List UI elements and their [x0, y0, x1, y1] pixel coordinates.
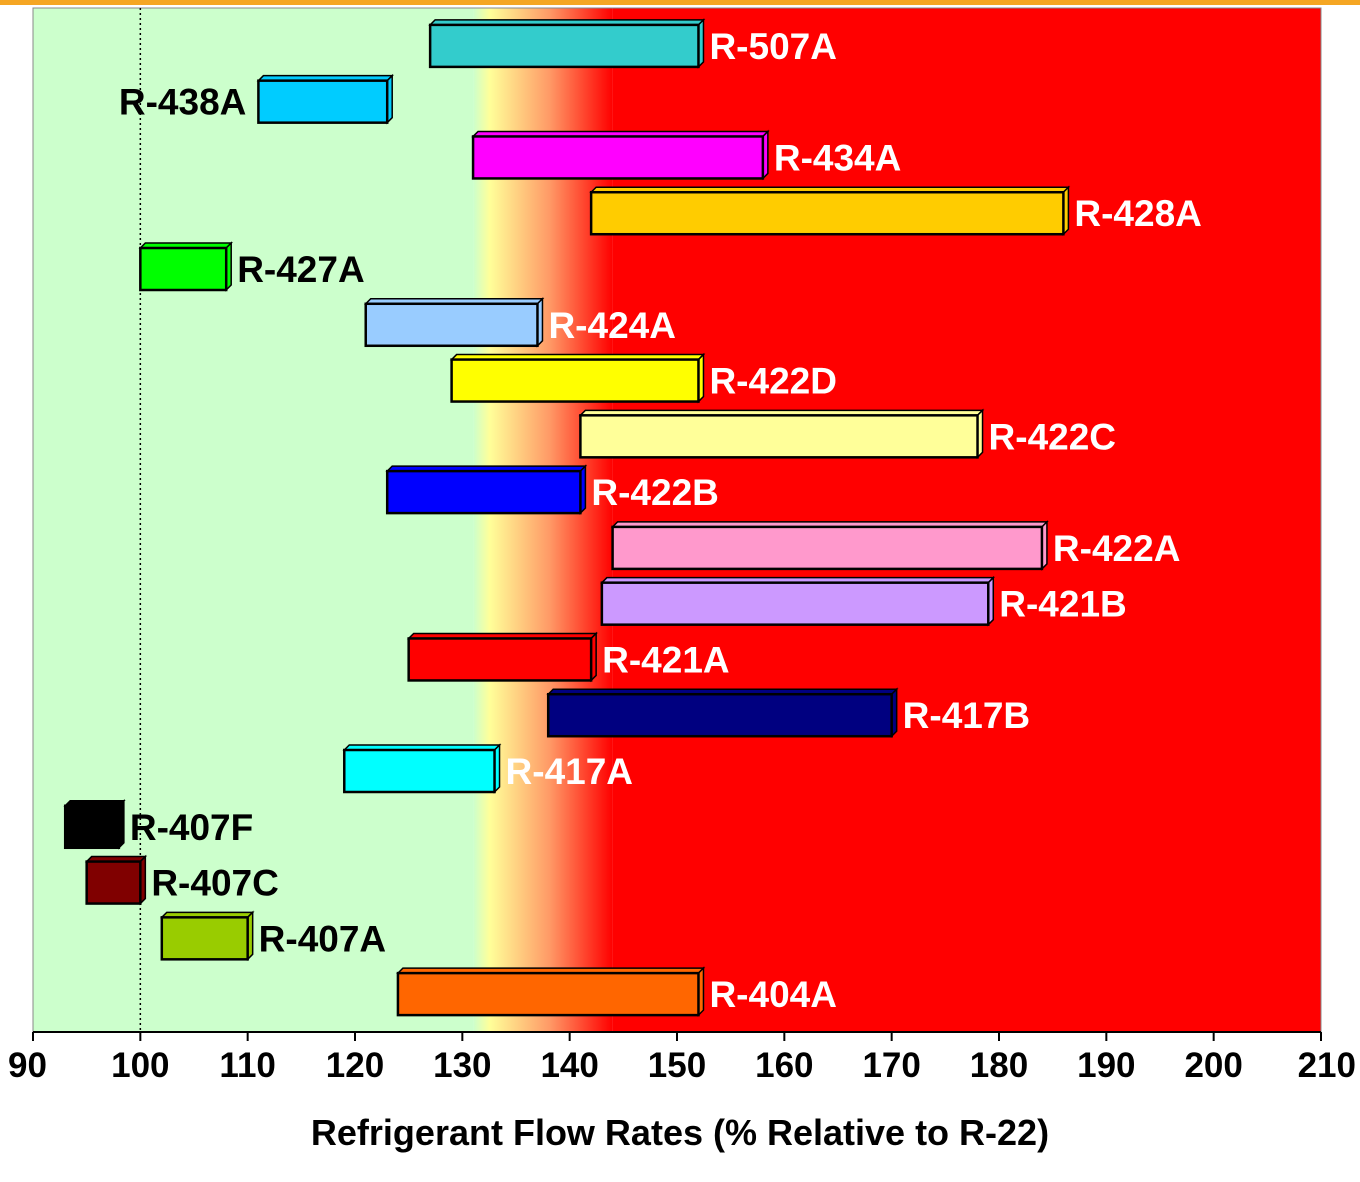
bar-r-428a: R-428A — [589, 185, 1202, 237]
bar-front-r-424a — [364, 302, 539, 348]
bar-r-434a: R-434A — [471, 129, 902, 181]
bar-r-421b: R-421B — [600, 575, 1127, 627]
bar-front-r-507a — [428, 23, 700, 69]
bar-front-r-422d — [450, 358, 700, 403]
bar-front-r-422c — [579, 414, 979, 459]
bar-label-r-428a: R-428A — [1074, 193, 1202, 234]
x-tick-label-130: 130 — [433, 1046, 491, 1085]
bar-label-r-507a: R-507A — [709, 26, 837, 67]
x-tick-label-170: 170 — [862, 1046, 920, 1085]
x-tick-label-110: 110 — [219, 1046, 275, 1085]
bar-r-438a: R-438A — [119, 73, 395, 125]
bar-label-r-407f: R-407F — [130, 807, 253, 848]
bar-r-404a: R-404A — [396, 966, 837, 1017]
bar-front-r-407a — [160, 916, 249, 961]
bar-label-r-427a: R-427A — [237, 249, 365, 290]
bar-r-427a: R-427A — [138, 241, 365, 292]
bar-label-r-422c: R-422C — [989, 416, 1117, 457]
x-tick-label-200: 200 — [1184, 1046, 1242, 1085]
bar-r-422a: R-422A — [610, 520, 1181, 571]
bar-front-r-404a — [396, 971, 700, 1017]
bar-front-r-422b — [385, 469, 582, 515]
bar-r-507a: R-507A — [428, 18, 837, 69]
top-accent-strip — [0, 0, 1360, 5]
x-tick-label-160: 160 — [755, 1046, 813, 1085]
bar-label-r-422d: R-422D — [709, 361, 837, 402]
bar-front-r-427a — [139, 246, 228, 292]
x-tick-label-140: 140 — [540, 1046, 598, 1085]
bar-r-424a: R-424A — [363, 296, 676, 348]
x-tick-label-150: 150 — [648, 1046, 706, 1085]
bar-front-r-417a — [343, 748, 496, 794]
bar-label-r-404a: R-404A — [709, 974, 837, 1015]
x-tick-label-210: 210 — [1298, 1046, 1356, 1085]
bar-label-r-438a: R-438A — [119, 82, 247, 123]
bar-label-r-417a: R-417A — [506, 751, 634, 792]
bar-front-r-407c — [85, 860, 142, 905]
bar-front-r-407f — [63, 804, 121, 850]
bar-front-r-428a — [589, 190, 1065, 236]
bar-label-r-407c: R-407C — [151, 863, 278, 904]
bar-r-422b: R-422B — [385, 464, 719, 515]
x-axis: 90 100 110 120 130 140 150 160 170 180 190 200 210 — [8, 1031, 1356, 1085]
x-tick-label-90: 90 — [8, 1046, 47, 1085]
x-tick-label-190: 190 — [1077, 1046, 1135, 1085]
bar-group: R-507A R-438A R-434A R-428A R-427A R-424A R-42… — [63, 18, 1202, 1017]
bar-r-422c: R-422C — [578, 408, 1117, 460]
bar-r-407f: R-407F — [63, 798, 253, 850]
bar-front-r-434a — [471, 135, 765, 180]
bar-r-407c: R-407C — [84, 854, 279, 906]
bar-front-r-421b — [600, 581, 990, 626]
bar-r-422d: R-422D — [449, 352, 837, 404]
x-tick-label-120: 120 — [326, 1046, 384, 1085]
bar-label-r-407a: R-407A — [259, 918, 387, 959]
bar-front-r-422a — [611, 525, 1044, 571]
bar-label-r-421a: R-421A — [602, 639, 730, 680]
x-tick-label-100: 100 — [111, 1046, 169, 1085]
x-tick-label-180: 180 — [970, 1046, 1028, 1085]
bar-label-r-417b: R-417B — [903, 695, 1031, 736]
bar-label-r-422b: R-422B — [591, 472, 719, 513]
bar-front-r-438a — [257, 79, 389, 124]
bar-r-407a: R-407A — [159, 910, 387, 962]
bar-r-421a: R-421A — [406, 631, 730, 683]
bar-front-r-421a — [407, 637, 593, 682]
bar-r-417b: R-417B — [546, 687, 1031, 739]
bar-label-r-421b: R-421B — [999, 584, 1126, 625]
bar-label-r-424a: R-424A — [548, 305, 676, 346]
bar-front-r-417b — [546, 692, 893, 738]
bar-label-r-434a: R-434A — [774, 137, 902, 178]
x-axis-title: Refrigerant Flow Rates (% Relative to R-… — [311, 1112, 1049, 1153]
bar-r-417a: R-417A — [342, 743, 634, 794]
bar-label-r-422a: R-422A — [1053, 528, 1181, 569]
